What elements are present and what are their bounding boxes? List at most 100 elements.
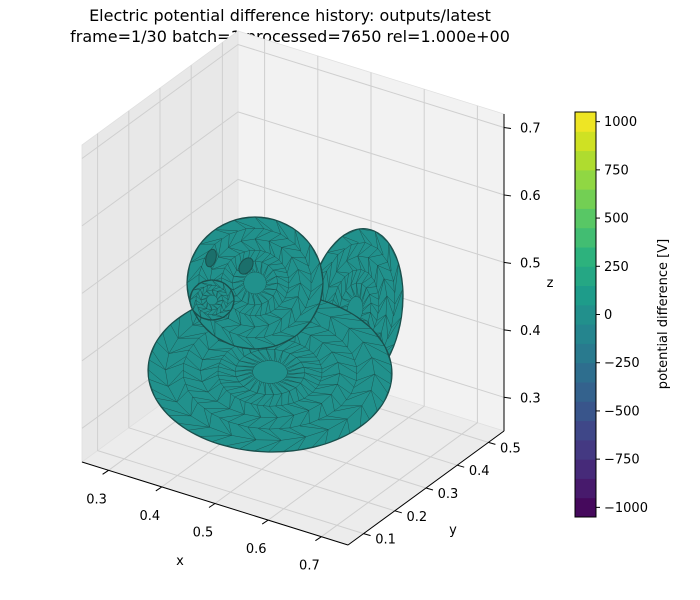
z-tick-mark-2	[503, 261, 512, 264]
duck-beak-spoke-7	[192, 289, 209, 297]
y-axis-label: y	[449, 523, 457, 538]
duck-beak-diag-10	[216, 282, 227, 298]
duck-beak-outline	[189, 279, 235, 321]
colorbar-level-20	[575, 112, 596, 132]
colorbar-level-14	[575, 227, 596, 248]
duck-tail-spoke-12	[342, 236, 355, 297]
colorbar-tick-label-0: 1000	[604, 115, 637, 130]
duck-body-diag-4	[275, 382, 329, 448]
colorbar-level-19	[575, 131, 596, 152]
duck-beak-diag-7	[192, 286, 210, 296]
z-tick-label-2: 0.5	[520, 256, 541, 271]
duck-beak-diag-1	[214, 304, 232, 314]
duck-body-diag-13	[151, 350, 254, 372]
duck-head-diag-15	[254, 216, 273, 273]
y-tick-mark-1	[394, 510, 402, 514]
duck-beak-diag-2	[211, 304, 224, 318]
duck-eye-left	[205, 248, 217, 268]
duck-beak-spoke-4	[200, 303, 209, 318]
duck-beak-spoke-10	[215, 282, 224, 297]
duck-head-diag-11	[190, 250, 246, 277]
duck-beak-spoke-2	[213, 304, 224, 318]
duck-head-spoke-2	[262, 290, 311, 323]
duck-beak-spoke-9	[211, 279, 217, 296]
duck-tail-diag-11	[327, 248, 354, 298]
duck-tail-spoke-17	[362, 288, 404, 309]
y-tick-mark-4	[488, 441, 496, 445]
duck-head-spoke-1	[265, 287, 320, 309]
duck-body-diag-24	[286, 341, 389, 370]
colorbar-level-7	[575, 362, 596, 383]
duck-beak-spoke-3	[207, 304, 213, 321]
duck-body-diag-1	[285, 377, 378, 412]
z-tick-mark-1	[503, 329, 512, 332]
duck-tail-diag-0	[361, 312, 402, 340]
x-axis-label: x	[176, 554, 184, 569]
z-tick-mark-0	[503, 396, 512, 399]
duck-body-diag-15	[177, 317, 258, 365]
colorbar-level-0	[575, 497, 596, 518]
colorbar-tick-label-1: 750	[604, 163, 629, 178]
x-tick-label-2: 0.5	[193, 526, 214, 541]
duck-head-diag-16	[261, 220, 289, 275]
duck-beak-spoke-0	[217, 299, 235, 305]
duck-beak-diag-9	[211, 279, 221, 296]
duck-body-diag-23	[285, 327, 379, 368]
colorbar-level-17	[575, 169, 596, 190]
duck-tail-diag-14	[360, 231, 384, 299]
duck-body-diag-11	[151, 374, 254, 403]
duck-head-spoke-17	[262, 229, 296, 276]
duck-beak-diag-3	[203, 304, 213, 321]
z-tick-label-1: 0.4	[520, 324, 541, 339]
duck-beak-diag-8	[200, 282, 213, 296]
colorbar-tick-label-2: 500	[604, 212, 629, 227]
x-tick-mark-3	[261, 519, 269, 525]
duck-tail-diag-10	[315, 261, 351, 301]
duck-tail-diag-15	[361, 243, 392, 303]
duck-beak-diag-6	[189, 292, 208, 301]
duck-head-spoke-19	[266, 262, 320, 282]
colorbar-level-4	[575, 420, 596, 441]
colorbar-tick-label-7: −750	[604, 453, 640, 468]
duck-tail-spoke-11	[327, 252, 352, 300]
colorbar-tick-label-6: −500	[604, 404, 640, 419]
duck-mesh	[147, 216, 404, 453]
duck-tail-spoke-10	[315, 270, 350, 303]
z-axis-label: z	[547, 276, 554, 291]
colorbar-level-12	[575, 266, 596, 287]
colorbar-level-15	[575, 208, 596, 229]
colorbar: 1000 750 500 250 0 −250 −500 −750 −1000 potential…	[574, 111, 671, 518]
colorbar-level-11	[575, 285, 596, 306]
x-tick-label-0: 0.3	[86, 492, 107, 507]
duck-head-diag-3	[258, 293, 296, 337]
colorbar-level-9	[575, 324, 596, 344]
z-tick-mark-4	[503, 126, 512, 129]
duck-body-diag-22	[283, 316, 363, 365]
grid-z-3	[81, 111, 505, 227]
duck-head-spoke-12	[199, 243, 248, 276]
colorbar-tick-label-8: −1000	[604, 501, 648, 516]
colorbar-level-8	[575, 343, 596, 364]
y-tick-mark-2	[425, 487, 434, 491]
duck-beak	[189, 279, 235, 321]
duck-beak-diag-0	[216, 299, 235, 308]
duck-beak-spoke-11	[217, 289, 232, 299]
chart-title-line2: frame=1/30 batch=1 processed=7650 rel=1.…	[70, 27, 510, 46]
grid-y-1	[128, 110, 395, 512]
duck-head-diag-10	[186, 265, 245, 284]
duck-body-diag-7	[225, 382, 266, 447]
x-tick-label-3: 0.6	[246, 542, 267, 557]
duck-head-diag-17	[263, 229, 302, 277]
duck-body-diag-14	[162, 332, 255, 367]
y-tick-label-1: 0.2	[406, 510, 427, 525]
colorbar-tick-label-3: 250	[604, 260, 629, 275]
duck-body-diag-10	[161, 376, 255, 417]
duck-beak-diag-11	[217, 289, 232, 301]
colorbar-level-10	[575, 304, 596, 325]
colorbar-label: potential difference [V]	[656, 239, 671, 389]
duck-head-diag-4	[254, 293, 277, 347]
z-tick-label-3: 0.6	[520, 189, 541, 204]
grid-y-0	[97, 133, 364, 535]
grid-z-4	[81, 43, 505, 159]
duck-beak-diag-5	[192, 299, 207, 311]
